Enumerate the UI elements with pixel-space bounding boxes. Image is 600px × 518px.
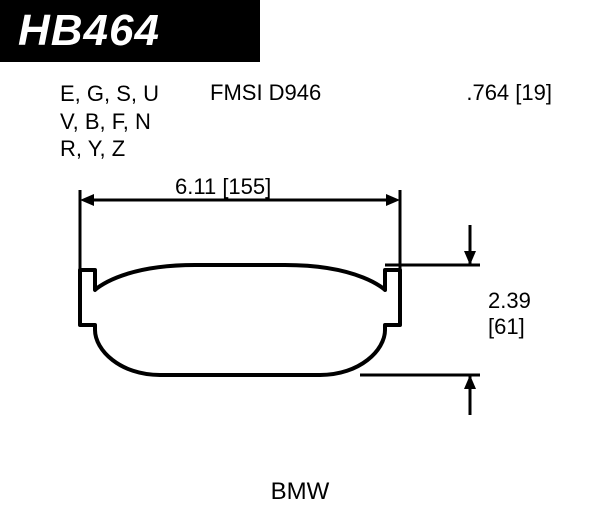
svg-text:6.11 [155]: 6.11 [155] (175, 174, 271, 199)
width-mm: [155] (222, 174, 271, 199)
height-mm: [61] (488, 314, 525, 339)
width-inches: 6.11 (175, 174, 216, 199)
codes-line-2: V, B, F, N (60, 108, 159, 136)
thickness-inches: .764 (466, 80, 509, 105)
codes-line-3: R, Y, Z (60, 135, 159, 163)
height-inches: 2.39 (488, 288, 531, 313)
thickness-mm: [19] (515, 80, 552, 105)
brake-pad-diagram: 6.11 [155] 2.39 [61] (30, 170, 570, 470)
part-number: HB464 (18, 6, 160, 56)
pad-outline (80, 265, 400, 375)
manufacturer-label: BMW (0, 478, 600, 506)
part-number-header: HB464 (0, 0, 260, 62)
width-dimension: 6.11 [155] (80, 174, 400, 206)
fmsi-code: FMSI D946 (210, 80, 321, 106)
height-dimension: 2.39 [61] (464, 225, 531, 415)
codes-line-1: E, G, S, U (60, 80, 159, 108)
thickness-spec: .764 [19] (466, 80, 552, 106)
compound-codes: E, G, S, U V, B, F, N R, Y, Z (60, 80, 159, 163)
